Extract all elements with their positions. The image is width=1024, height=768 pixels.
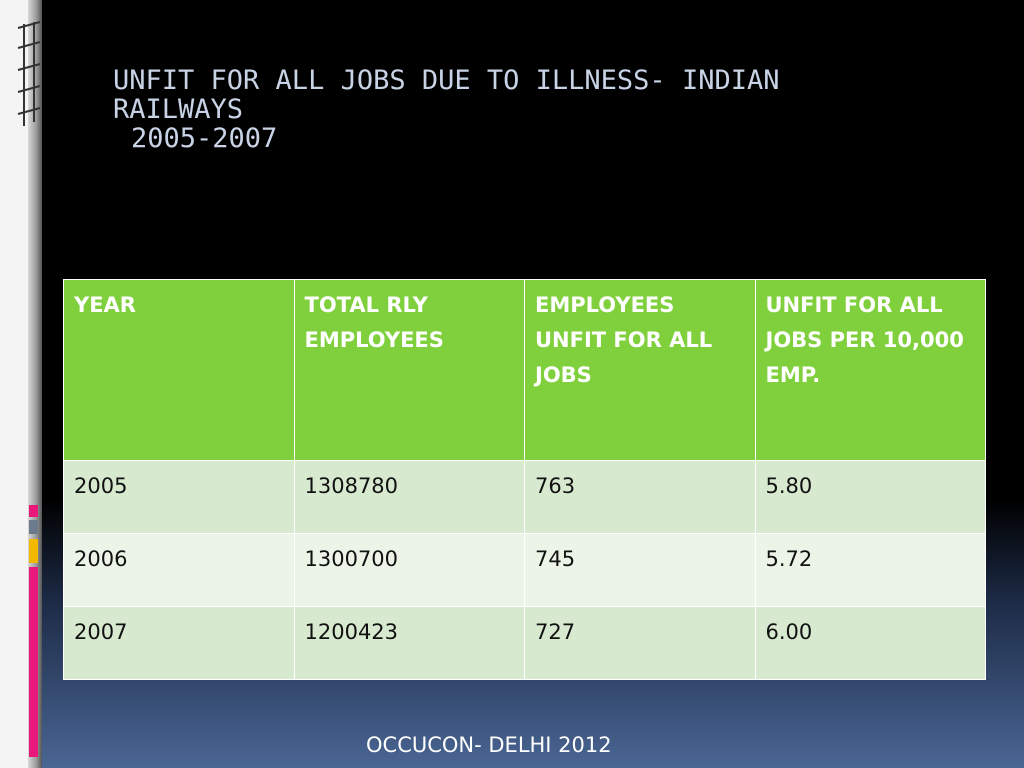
header-cell: TOTAL RLY EMPLOYEES — [293, 279, 525, 461]
table-cell: 745 — [524, 533, 756, 607]
header-row: YEAR TOTAL RLY EMPLOYEES EMPLOYEES UNFIT F… — [63, 279, 986, 461]
accent — [29, 520, 38, 534]
accent — [29, 567, 38, 757]
table-body: 2005 1308780 763 5.80 2006 1300700 745 5.72 2007… — [63, 460, 986, 680]
accent — [29, 539, 38, 563]
title-line: 2005-2007 — [131, 123, 278, 154]
header-cell: UNFIT FOR ALL JOBS PER 10,000 EMP. — [754, 279, 986, 461]
decoration — [17, 21, 41, 126]
table-cell: 1300700 — [293, 533, 525, 607]
table-cell: 2005 — [63, 460, 295, 534]
footer: OCCUCON- DELHI 2012 — [366, 733, 612, 757]
title-line: UNFIT FOR ALL JOBS DUE TO ILLNESS- INDIA… — [113, 65, 780, 125]
table-row: 2005 1308780 763 5.80 — [63, 460, 986, 534]
header-cell: EMPLOYEES UNFIT FOR ALL JOBS — [524, 279, 756, 461]
table-row: 2007 1200423 727 6.00 — [63, 606, 986, 680]
table-cell: 1308780 — [293, 460, 525, 534]
table-cell: 1200423 — [293, 606, 525, 680]
accent — [29, 505, 38, 517]
title: UNFIT FOR ALL JOBS DUE TO ILLNESS- INDIA… — [113, 66, 853, 153]
left-strip — [0, 0, 28, 768]
table-cell: 727 — [524, 606, 756, 680]
table-cell: 2006 — [63, 533, 295, 607]
table-cell: 6.00 — [754, 606, 986, 680]
header-cell: YEAR — [63, 279, 295, 461]
table-cell: 5.80 — [754, 460, 986, 534]
table-row: 2006 1300700 745 5.72 — [63, 533, 986, 607]
table-cell: 5.72 — [754, 533, 986, 607]
table-cell: 763 — [524, 460, 756, 534]
data-table: YEAR TOTAL RLY EMPLOYEES EMPLOYEES UNFIT F… — [63, 279, 986, 680]
table-cell: 2007 — [63, 606, 295, 680]
